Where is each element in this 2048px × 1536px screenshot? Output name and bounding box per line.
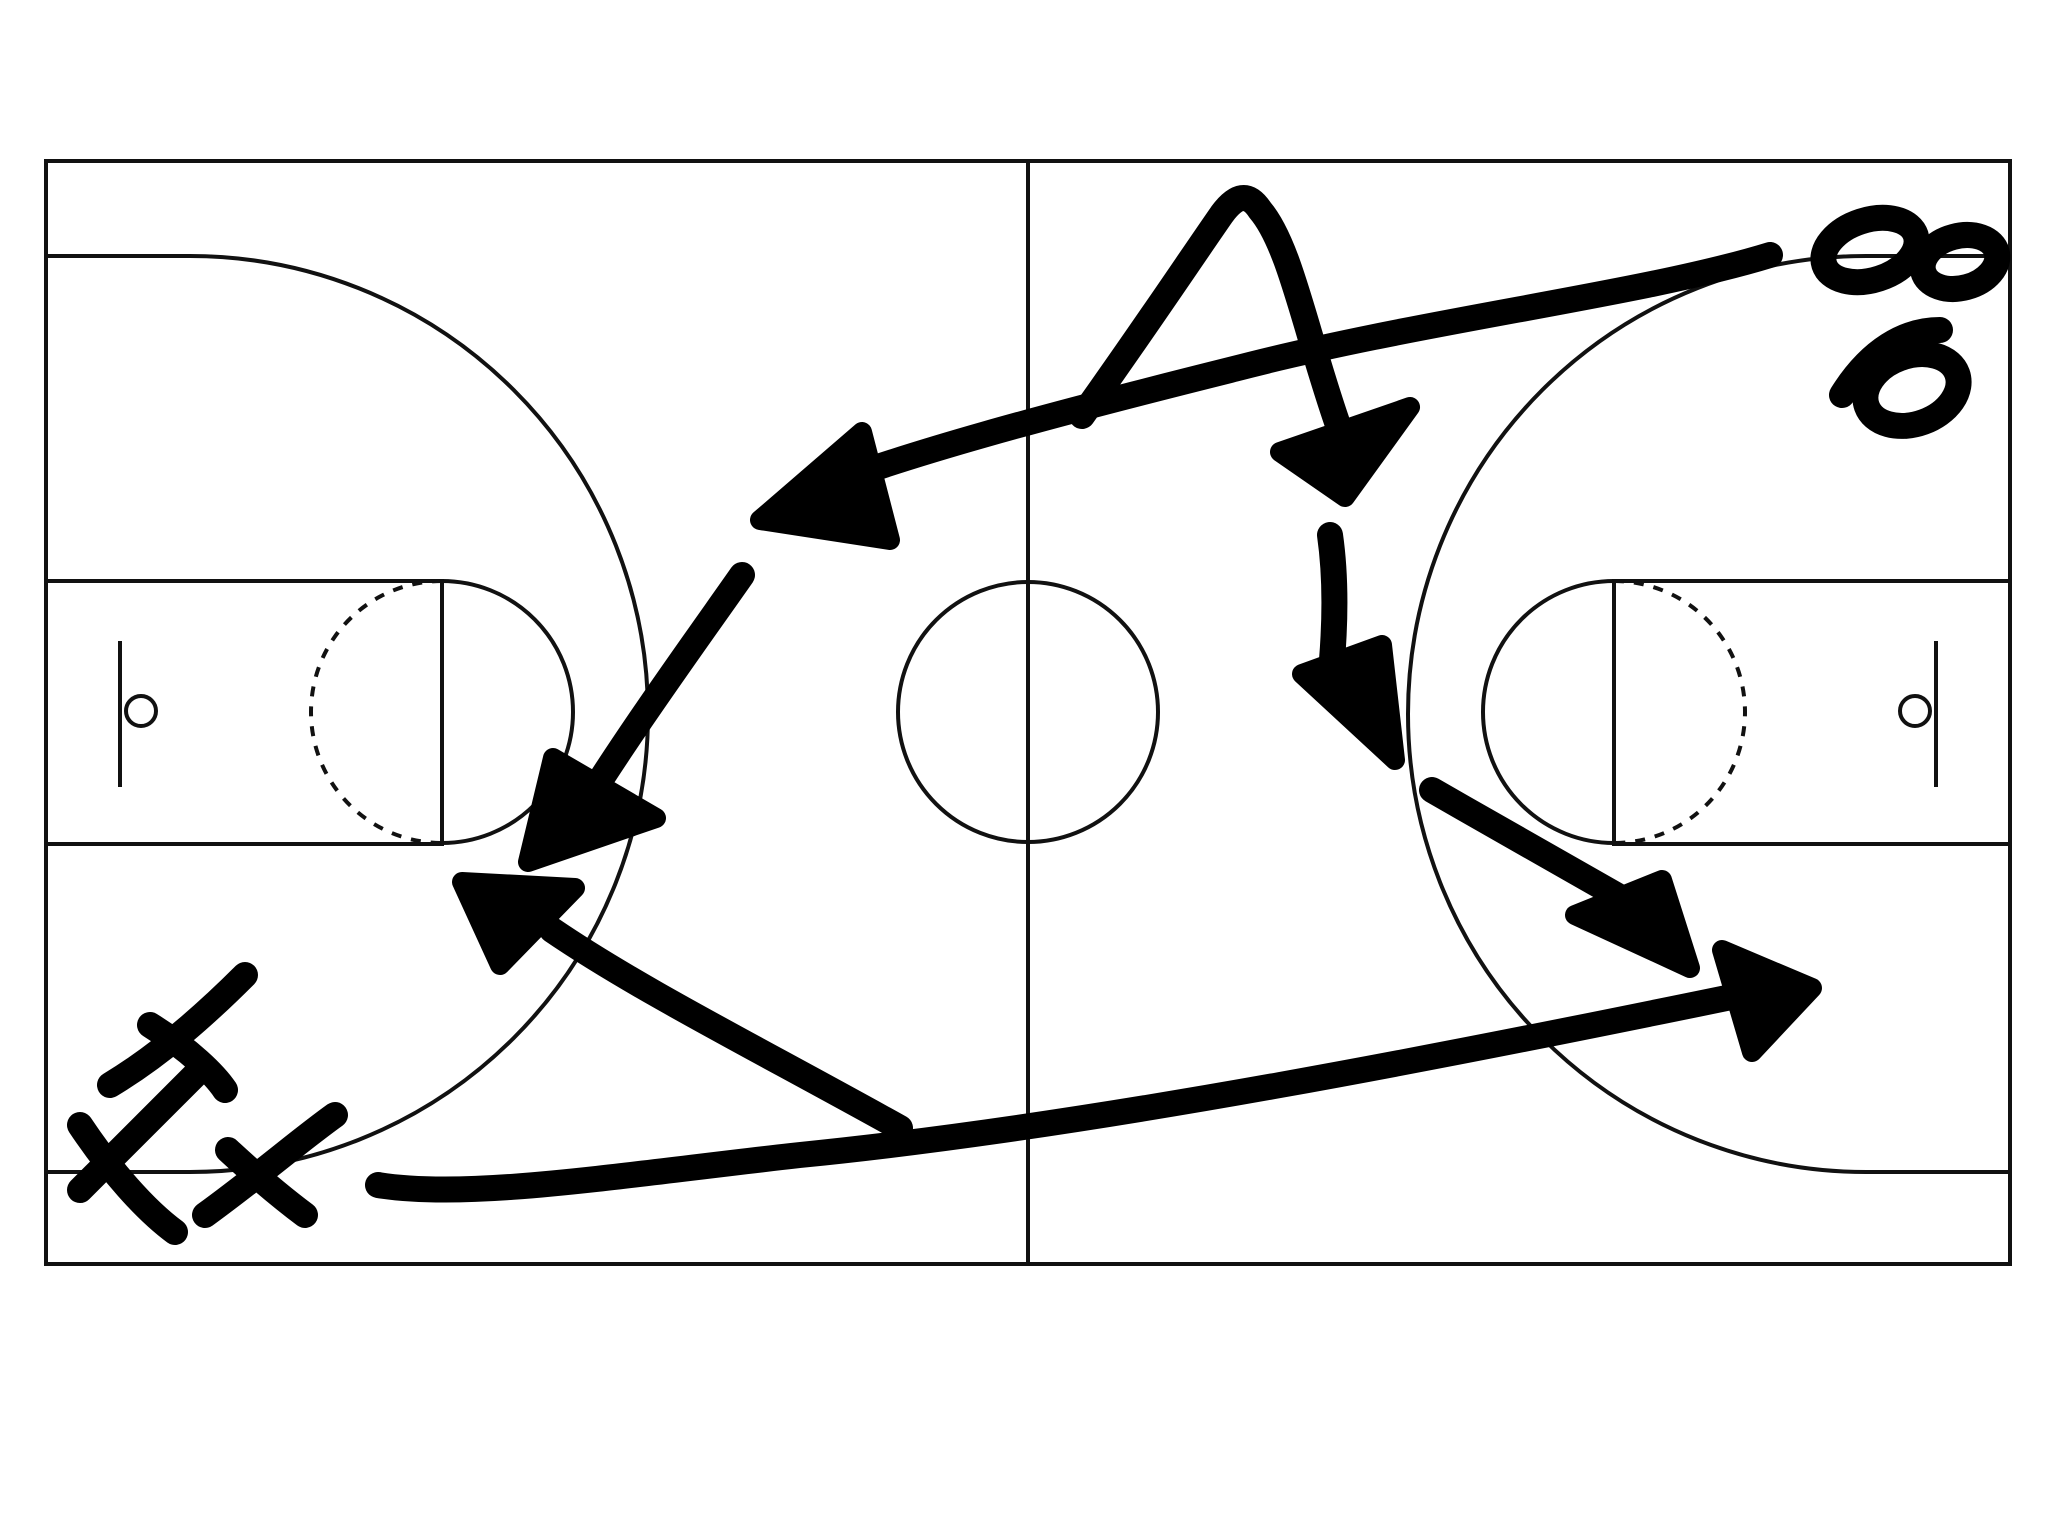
pass-path-top (787, 242, 1783, 508)
eight-loop-3 (1852, 341, 1972, 439)
pass-path-bottom (365, 972, 1803, 1203)
arrowhead-peak (1270, 397, 1420, 507)
cut-path-baseline (539, 917, 913, 1141)
x-stroke-3 (67, 1062, 208, 1203)
eight-stroke (1829, 317, 1953, 408)
left-hoop (124, 694, 158, 728)
center-circle (896, 580, 1160, 844)
cut-path-right (1317, 522, 1348, 673)
play-markup (67, 185, 2011, 1245)
x-stroke-4 (67, 1112, 188, 1245)
x-stroke-2 (137, 1012, 238, 1103)
arrowhead-right-mid (1292, 635, 1405, 770)
right-free-throw-arc-dashed (1613, 579, 1747, 845)
x-stroke-6 (215, 1137, 318, 1228)
arrowhead-wing (518, 748, 666, 872)
cut-path-peak (1069, 185, 1351, 438)
right-free-throw-arc (1481, 579, 1615, 845)
right-half-markings (1406, 254, 2012, 1174)
arrowhead-top-left (750, 422, 900, 550)
eight-loop-2 (1909, 222, 2011, 302)
left-free-throw-arc (441, 579, 575, 845)
handwritten-xx (67, 962, 348, 1245)
right-three-point-line (1406, 254, 2010, 1174)
eight-loop-1 (1810, 204, 1930, 296)
arrowhead-right-wing (1565, 870, 1700, 978)
left-three-point-line (46, 254, 650, 1174)
arrowhead-bottom-right (1712, 940, 1822, 1062)
basketball-court (44, 159, 2012, 1266)
left-half-markings (44, 254, 650, 1174)
right-key (1612, 579, 2012, 846)
left-key (44, 579, 444, 846)
arrowhead-block (452, 872, 585, 975)
right-hoop (1898, 694, 1932, 728)
handwritten-88 (1810, 204, 2011, 439)
x-stroke-5 (192, 1102, 348, 1228)
left-free-throw-arc-dashed (309, 579, 443, 845)
